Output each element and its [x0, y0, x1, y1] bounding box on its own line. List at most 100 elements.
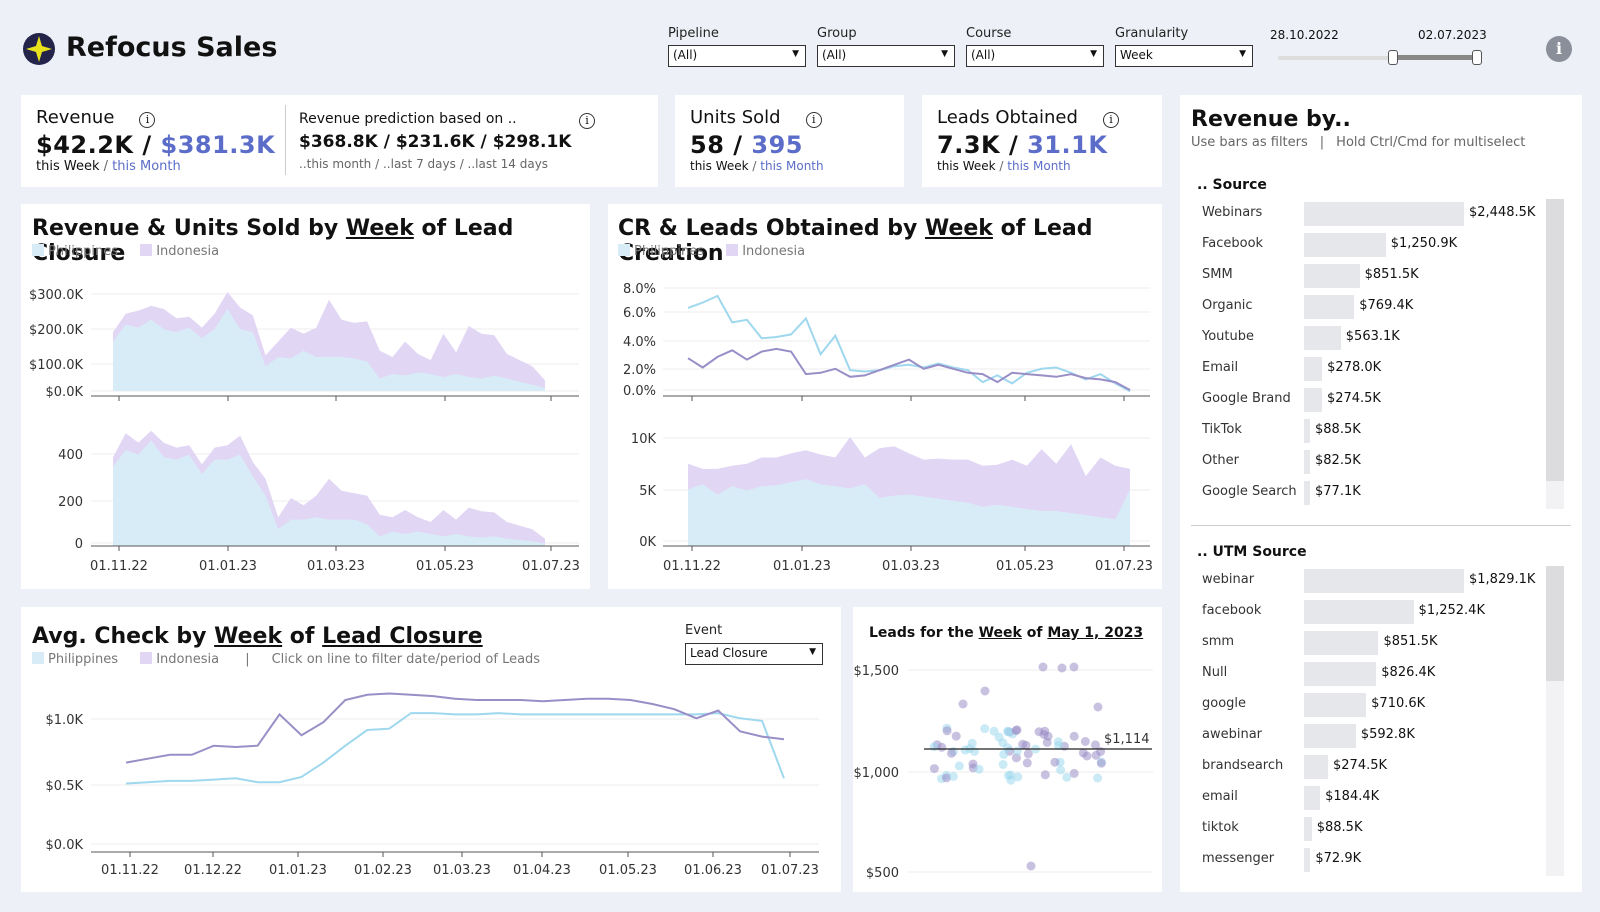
- bar-row[interactable]: TikTok $88.5K: [1180, 416, 1540, 444]
- bar[interactable]: [1304, 662, 1377, 686]
- leads-scatter-chart[interactable]: $1,500 $1,000 $500 $1,114: [853, 607, 1162, 892]
- avg-check-chart[interactable]: $1.0K $0.5K $0.0K 01.11.22 01.12.22 01.01.23 0…: [21, 607, 841, 892]
- granularity-link[interactable]: Week: [345, 216, 414, 241]
- event-link[interactable]: Lead Closure: [322, 624, 483, 649]
- leads-month-value: 31.1K: [1027, 131, 1108, 159]
- bar-value-label: $2,448.5K: [1469, 205, 1536, 220]
- scrollbar-thumb[interactable]: [1546, 199, 1564, 481]
- y-tick-label: 2.0%: [623, 363, 656, 378]
- info-icon[interactable]: i: [1103, 112, 1120, 128]
- scatter-point: [1018, 739, 1028, 749]
- granularity-link[interactable]: Week: [924, 216, 993, 241]
- scatter-point: [1057, 663, 1067, 673]
- bar[interactable]: [1304, 388, 1322, 412]
- info-icon[interactable]: i: [139, 112, 156, 128]
- x-tick-label: 01.07.23: [1095, 559, 1153, 574]
- bar-value-label: $826.4K: [1381, 665, 1436, 680]
- bar[interactable]: [1304, 817, 1312, 841]
- bar-row[interactable]: brandsearch $274.5K: [1180, 752, 1540, 780]
- bar-row[interactable]: Youtube $563.1K: [1180, 323, 1540, 351]
- bar-row[interactable]: Organic $769.4K: [1180, 292, 1540, 320]
- scatter-point: [1040, 770, 1050, 780]
- source-bar-list: Webinars $2,448.5K Facebook $1,250.9K SMM $85…: [1180, 199, 1540, 509]
- scatter-point: [994, 732, 1004, 742]
- bar-row[interactable]: Google Brand $274.5K: [1180, 385, 1540, 413]
- bar-row[interactable]: google $710.6K: [1180, 690, 1540, 718]
- bar[interactable]: [1304, 786, 1321, 810]
- filter-select-granularity[interactable]: Week ▼: [1115, 45, 1253, 67]
- bar-row[interactable]: webinar $1,829.1K: [1180, 566, 1540, 594]
- info-icon[interactable]: i: [805, 112, 822, 128]
- series-area-philippines: [113, 309, 545, 391]
- bar-label: webinar: [1202, 572, 1255, 587]
- bar[interactable]: [1304, 600, 1414, 624]
- date-range-slider[interactable]: [1278, 50, 1482, 65]
- event-select[interactable]: Lead Closure ▼: [685, 643, 823, 665]
- date-range-handle-end[interactable]: [1472, 50, 1482, 65]
- scrollbar[interactable]: [1546, 566, 1564, 876]
- bar-row[interactable]: Google Search $77.1K: [1180, 478, 1540, 506]
- date-link[interactable]: May 1, 2023: [1047, 625, 1144, 641]
- bar[interactable]: [1304, 569, 1464, 593]
- date-range-handle-start[interactable]: [1388, 50, 1398, 65]
- info-circle-icon[interactable]: i: [1546, 36, 1572, 62]
- bar-row[interactable]: Other $82.5K: [1180, 447, 1540, 475]
- granularity-link[interactable]: Week: [978, 625, 1022, 641]
- bar[interactable]: [1304, 326, 1341, 350]
- bar-row[interactable]: awebinar $592.8K: [1180, 721, 1540, 749]
- bar[interactable]: [1304, 419, 1310, 443]
- bar-row[interactable]: SMM $851.5K: [1180, 261, 1540, 289]
- scatter-point: [1013, 772, 1023, 782]
- bar[interactable]: [1304, 481, 1310, 505]
- bar-row[interactable]: smm $851.5K: [1180, 628, 1540, 656]
- bar[interactable]: [1304, 631, 1379, 655]
- filter-select-group[interactable]: (All) ▼: [817, 45, 955, 67]
- bar[interactable]: [1304, 693, 1367, 717]
- y-tick-label: $1.0K: [46, 713, 84, 728]
- info-icon[interactable]: i: [579, 113, 595, 129]
- bar-row[interactable]: messenger $72.9K: [1180, 845, 1540, 873]
- panel-title: Revenue by..: [1191, 107, 1351, 132]
- revenue-units-chart[interactable]: $300.0K $200.0K $100.0K $0.0K 400 200 0 01.11.2…: [21, 204, 590, 589]
- date-end-label: 02.07.2023: [1418, 28, 1487, 42]
- legend-label-id: Indonesia: [156, 652, 220, 667]
- bar[interactable]: [1304, 450, 1310, 474]
- bar[interactable]: [1304, 357, 1323, 381]
- filter-select-pipeline[interactable]: (All) ▼: [668, 45, 806, 67]
- bar[interactable]: [1304, 202, 1464, 226]
- bar[interactable]: [1304, 264, 1360, 288]
- scatter-point: [948, 771, 958, 781]
- granularity-link[interactable]: Week: [214, 624, 283, 649]
- scatter-point: [1022, 758, 1032, 768]
- bar[interactable]: [1304, 724, 1356, 748]
- leads-kpi-title: Leads Obtained: [937, 107, 1078, 128]
- filter-select-course[interactable]: (All) ▼: [966, 45, 1104, 67]
- bar-value-label: $710.6K: [1371, 696, 1426, 711]
- bar-value-label: $851.5K: [1364, 267, 1419, 282]
- kpi-divider: [285, 105, 286, 175]
- bar-label: Null: [1202, 665, 1228, 680]
- bar-row[interactable]: Null $826.4K: [1180, 659, 1540, 687]
- scatter-point: [942, 726, 952, 736]
- y-tick-label: $500: [866, 866, 899, 881]
- scrollbar[interactable]: [1546, 199, 1564, 509]
- bar-label: SMM: [1202, 267, 1233, 282]
- cr-leads-chart[interactable]: 8.0% 6.0% 4.0% 2.0% 0.0% 10K 5K 0K 01.11.22 01.01…: [608, 204, 1162, 589]
- bar-row[interactable]: tiktok $88.5K: [1180, 814, 1540, 842]
- y-tick-label: $1,000: [854, 766, 900, 781]
- bar[interactable]: [1304, 755, 1328, 779]
- filter-value: (All): [673, 48, 698, 62]
- scatter-point: [937, 742, 947, 752]
- scrollbar-thumb[interactable]: [1546, 566, 1564, 681]
- bar-row[interactable]: Email $278.0K: [1180, 354, 1540, 382]
- bar-row[interactable]: Facebook $1,250.9K: [1180, 230, 1540, 258]
- source-section-title: .. Source: [1197, 177, 1267, 193]
- bar-row[interactable]: facebook $1,252.4K: [1180, 597, 1540, 625]
- bar[interactable]: [1304, 233, 1386, 257]
- bar[interactable]: [1304, 295, 1355, 319]
- bar-row[interactable]: Webinars $2,448.5K: [1180, 199, 1540, 227]
- bar[interactable]: [1304, 848, 1311, 872]
- separator: /: [142, 131, 152, 159]
- bar-row[interactable]: email $184.4K: [1180, 783, 1540, 811]
- bar-value-label: $88.5K: [1315, 422, 1361, 437]
